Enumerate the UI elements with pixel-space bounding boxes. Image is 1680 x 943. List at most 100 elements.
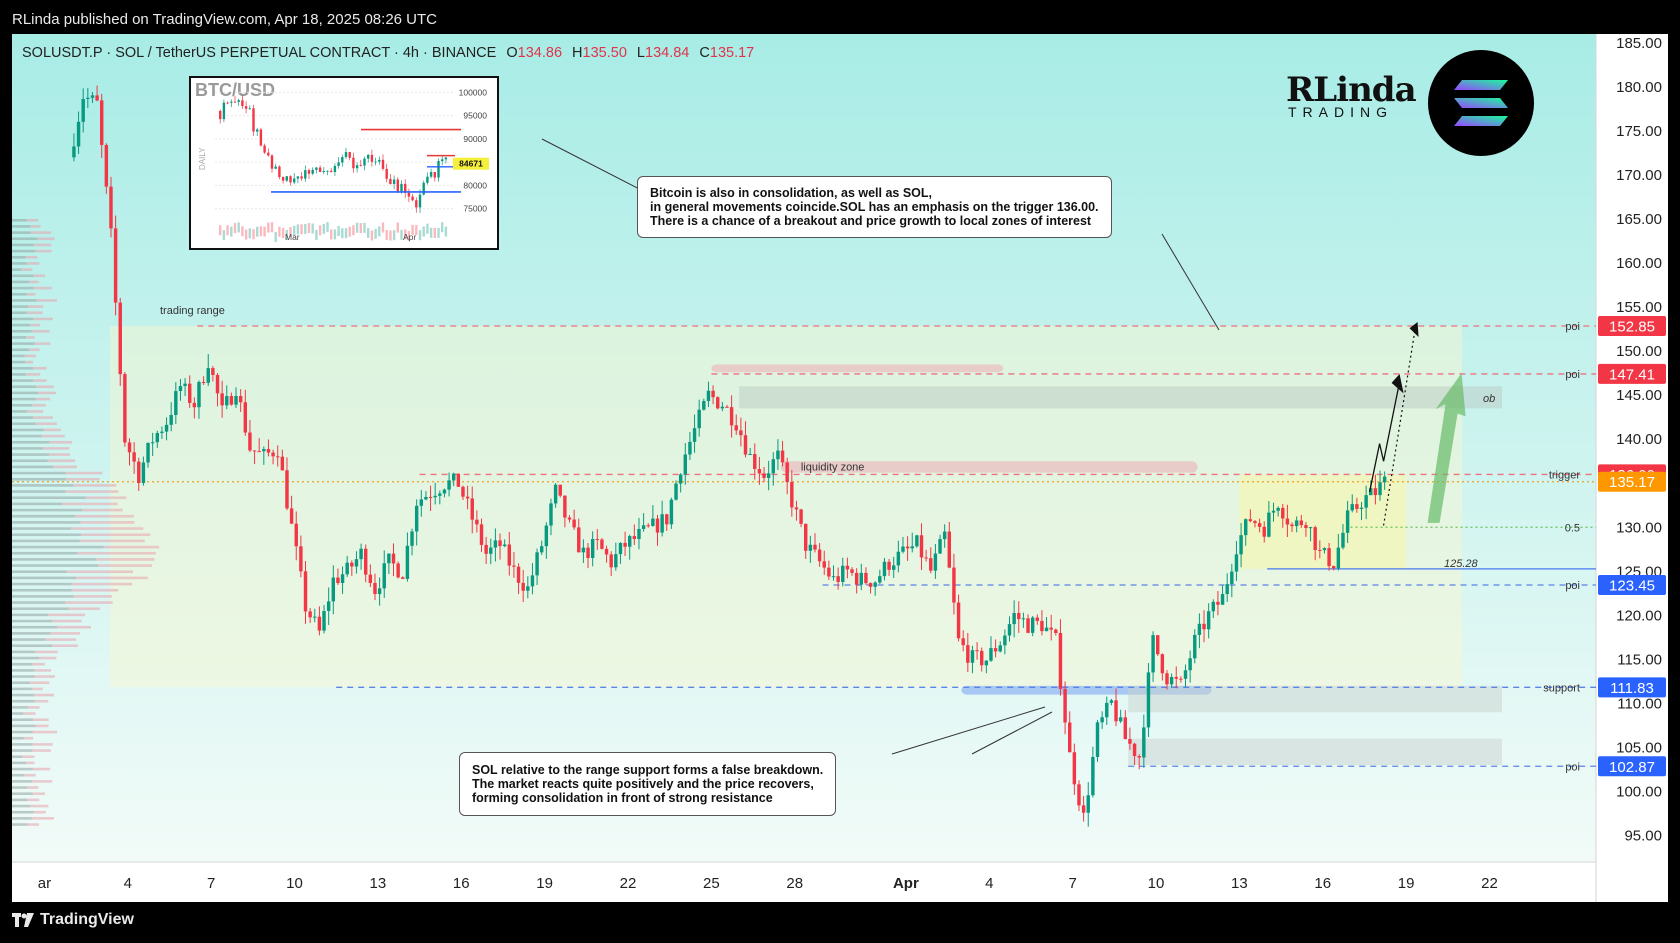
inset-candle-body [267, 152, 270, 156]
inset-volume-bar [263, 226, 266, 237]
inset-candle-body [300, 176, 303, 179]
volume-profile-bar [12, 749, 33, 752]
volume-profile-bar [12, 484, 74, 487]
candle-body [470, 498, 474, 520]
candle-body [688, 441, 692, 455]
candle-body [794, 507, 799, 510]
liquidity-zone [780, 461, 1198, 473]
volume-profile-bar [12, 644, 53, 648]
candle-body [984, 660, 989, 666]
candle-body [1271, 510, 1276, 513]
candle-body [743, 435, 748, 455]
candle-body [127, 442, 132, 453]
y-tick-label: 130.00 [1616, 519, 1662, 536]
inset-candle-body [226, 102, 229, 104]
volume-profile-bar [31, 817, 54, 820]
candle-body [1378, 482, 1382, 496]
candle-body [118, 302, 122, 375]
candle-body [1225, 584, 1229, 595]
volume-profile-bar [29, 323, 40, 327]
volume-profile-bar [26, 292, 36, 296]
volume-profile-bar [73, 595, 112, 598]
x-tick-label: 7 [207, 875, 215, 892]
inset-candle-body [396, 179, 399, 192]
candle-body [1304, 525, 1308, 529]
price-chart[interactable]: trading range ob liquidity zone poi poi trig… [12, 34, 1668, 902]
candle-body [76, 121, 81, 147]
candle-body [1058, 632, 1063, 689]
candle-body [1257, 523, 1262, 527]
volume-profile-bar [12, 638, 46, 641]
tradingview-logo[interactable]: TradingView [12, 911, 134, 929]
inset-candle-body [441, 159, 444, 162]
volume-profile-bar [12, 669, 35, 672]
inset-volume-bar [259, 226, 263, 237]
volume-profile-bar [52, 619, 82, 623]
volume-profile-bar [24, 773, 36, 777]
inset-candle-body [407, 192, 411, 197]
candle-body [512, 565, 516, 567]
inset-candle-body [293, 178, 296, 183]
candle-body [178, 386, 183, 392]
candle-body [1262, 526, 1266, 537]
price-tag [1598, 471, 1666, 492]
y-tick-label: 180.00 [1616, 79, 1662, 96]
level-label: support [1543, 682, 1580, 694]
volume-profile-bar [12, 373, 26, 376]
candle-body [354, 559, 359, 567]
note-pointer [971, 711, 1053, 755]
level-label: poi [1565, 369, 1580, 381]
time-axis-panel[interactable] [12, 862, 1596, 902]
lower-gray-zone [1128, 685, 1502, 713]
candle-body [892, 565, 896, 570]
chart-area[interactable]: trading range ob liquidity zone poi poi trig… [12, 34, 1668, 902]
candle-body [1313, 527, 1317, 550]
candle-body [1142, 727, 1146, 758]
inset-price-tag [453, 157, 489, 170]
y-tick-label: 140.00 [1616, 431, 1662, 448]
volume-profile-bar [32, 749, 51, 752]
candle-body [646, 525, 650, 527]
volume-profile-bar [12, 545, 104, 549]
inset-candle-body [270, 155, 274, 169]
inset-candle-body [307, 170, 311, 174]
candle-body [104, 144, 109, 187]
volume-profile-bar [75, 576, 148, 580]
candle-body [484, 544, 488, 554]
inset-candle-body [400, 183, 403, 192]
candle-body [331, 577, 336, 602]
candle-body [387, 553, 391, 564]
candle-body [780, 450, 785, 463]
candle-body [95, 95, 99, 101]
volume-profile-bar [12, 471, 66, 475]
candle-body [637, 528, 641, 540]
volume-profile-bar [12, 243, 34, 247]
candle-body [1193, 634, 1197, 659]
volume-profile-bar [12, 225, 31, 228]
volume-profile-bar [68, 607, 100, 611]
inset-volume-bar [385, 229, 388, 240]
inset-volume-bar [359, 223, 362, 234]
volume-profile-bar [12, 336, 27, 339]
candle-body [1081, 805, 1086, 813]
inset-y-tick: 95000 [463, 111, 487, 121]
tradingview-logo-icon [12, 913, 34, 927]
inset-volume-bar [248, 228, 251, 239]
inset-volume-bar [344, 228, 348, 239]
volume-profile-bar [12, 761, 27, 765]
open-label: O [506, 45, 518, 61]
inset-volume-bar [415, 224, 418, 235]
candle-body [766, 473, 771, 478]
candle-body [933, 553, 938, 571]
candle-body [901, 546, 905, 552]
candle-body [836, 576, 840, 582]
inset-candle-body [263, 145, 266, 153]
inset-svg: 1000009500090000850008000075000DAILY8467… [198, 87, 489, 242]
candle-body [146, 443, 150, 463]
candle-body [748, 454, 752, 456]
brand-logo: RLinda TRADING [1286, 70, 1417, 120]
inset-volume-bar [230, 226, 233, 237]
inset-volume-bar [233, 223, 237, 234]
volume-profile-bar [12, 681, 30, 685]
x-tick-label: 10 [1148, 875, 1165, 892]
